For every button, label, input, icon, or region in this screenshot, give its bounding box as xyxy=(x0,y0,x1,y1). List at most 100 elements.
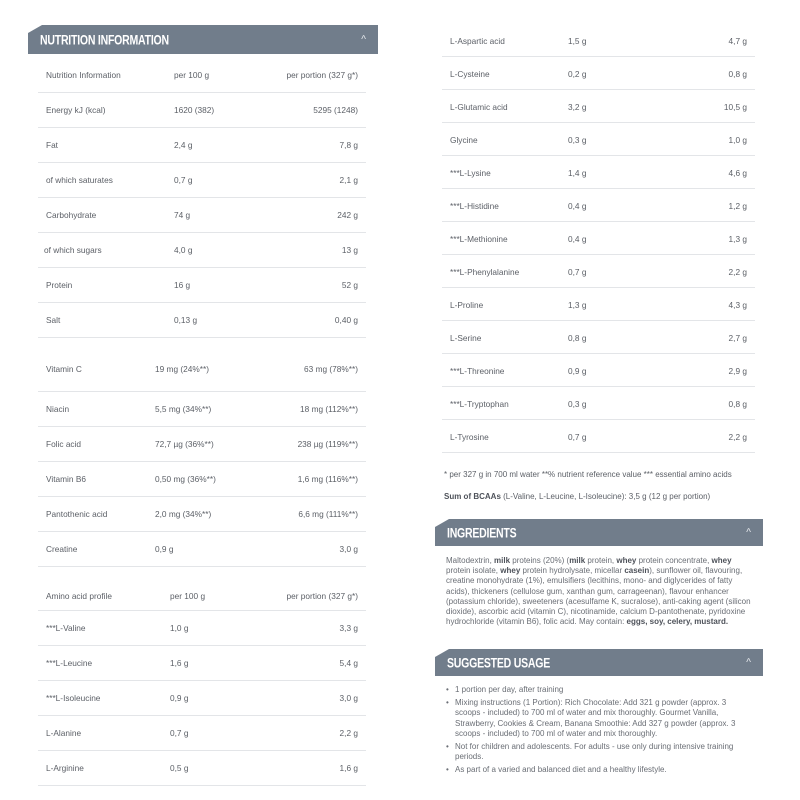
row-label: Protein xyxy=(46,280,73,290)
bcaa-label: Sum of BCAAs xyxy=(444,492,501,501)
usage-list: 1 portion per day, after training Mixing … xyxy=(446,685,752,779)
table-row: L-Glutamic acid 3,2 g 10,5 g xyxy=(442,90,755,123)
per-portion-value: 4,6 g xyxy=(728,168,747,178)
allergen-highlight: milk xyxy=(494,556,511,565)
row-label: ***L-Leucine xyxy=(46,658,93,668)
per-100g-value: 5,5 mg (34%**) xyxy=(155,404,212,414)
per-portion-value: 2,1 g xyxy=(339,175,358,185)
table-row: ***L-Valine 1,0 g 3,3 g xyxy=(38,611,366,646)
per-100g-value: 74 g xyxy=(174,210,191,220)
per-portion-value: 2,7 g xyxy=(728,333,747,343)
per-portion-value: 242 g xyxy=(337,210,358,220)
row-label: L-Alanine xyxy=(46,728,82,738)
ingredients-header[interactable]: INGREDIENTS ^ xyxy=(435,519,763,546)
row-label: Creatine xyxy=(46,544,78,554)
row-label: L-Glutamic acid xyxy=(450,102,508,112)
table-row: ***L-Leucine 1,6 g 5,4 g xyxy=(38,646,366,681)
allergen-highlight: whey xyxy=(500,566,521,576)
row-label: Vitamin B6 xyxy=(46,474,86,484)
row-label: Amino acid profile xyxy=(46,591,112,601)
row-label: L-Proline xyxy=(450,300,484,310)
table-row: Nutrition Information per 100 g per portio… xyxy=(38,58,366,93)
table-row: Energy kJ (kcal) 1620 (382) 5295 (1248) xyxy=(38,93,366,128)
per-100g-value: 0,4 g xyxy=(568,234,587,244)
per-portion-value: 1,0 g xyxy=(728,135,747,145)
per-100g-value: per 100 g xyxy=(174,70,210,80)
footnote: * per 327 g in 700 ml water **% nutrient… xyxy=(444,470,732,479)
per-portion-value: 2,2 g xyxy=(339,728,358,738)
per-100g-value: 1,0 g xyxy=(170,623,189,633)
table-row: ***L-Isoleucine 0,9 g 3,0 g xyxy=(38,681,366,716)
per-portion-value: 5,4 g xyxy=(339,658,358,668)
row-label: ***L-Phenylalanine xyxy=(450,267,520,277)
row-label: Salt xyxy=(46,315,61,325)
row-label: Fat xyxy=(46,140,58,150)
per-portion-value: 7,8 g xyxy=(339,140,358,150)
per-portion-value: 2,9 g xyxy=(728,366,747,376)
row-label: Folic acid xyxy=(46,439,82,449)
ingredients-segment: Maltodextrin, xyxy=(446,556,495,565)
table-row: ***L-Phenylalanine 0,7 g 2,2 g xyxy=(442,255,755,288)
per-100g-value: 1,4 g xyxy=(568,168,587,178)
per-100g-value: 0,13 g xyxy=(174,315,198,325)
per-100g-value: 0,2 g xyxy=(568,69,587,79)
allergen-highlight: whey xyxy=(711,556,732,565)
per-portion-value: 52 g xyxy=(341,280,358,290)
per-100g-value: 1,6 g xyxy=(170,658,189,668)
per-100g-value: 16 g xyxy=(174,280,191,290)
table-row: Folic acid 72,7 µg (36%**) 238 µg (119%**) xyxy=(38,427,366,462)
table-row: of which sugars 4,0 g 13 g xyxy=(38,233,366,268)
row-label: L-Aspartic acid xyxy=(450,36,505,46)
ingredients-segment: protein, xyxy=(585,556,617,565)
ingredients-segment: protein concentrate, xyxy=(636,556,712,565)
nutrition-information-header[interactable]: NUTRITION INFORMATION ^ xyxy=(28,25,378,54)
table-row: ***L-Threonine 0,9 g 2,9 g xyxy=(442,354,755,387)
ingredients-segment: protein hydrolysate, micellar xyxy=(520,566,625,576)
per-100g-value: 4,0 g xyxy=(174,245,193,255)
row-label: Vitamin C xyxy=(46,364,82,374)
per-portion-value: 4,3 g xyxy=(728,300,747,310)
row-label: L-Cysteine xyxy=(450,69,490,79)
chevron-up-icon[interactable]: ^ xyxy=(361,34,366,45)
per-portion-value: 1,6 g xyxy=(339,763,358,773)
table-row: of which saturates 0,7 g 2,1 g xyxy=(38,163,366,198)
table-row: Niacin 5,5 mg (34%**) 18 mg (112%**) xyxy=(38,392,366,427)
table-row: Carbohydrate 74 g 242 g xyxy=(38,198,366,233)
per-100g-value: 0,7 g xyxy=(170,728,189,738)
per-portion-value: 4,7 g xyxy=(728,36,747,46)
row-label: Nutrition Information xyxy=(46,70,121,80)
table-row: Salt 0,13 g 0,40 g xyxy=(38,303,366,338)
table-row: ***L-Tryptophan 0,3 g 0,8 g xyxy=(442,387,755,420)
per-100g-value: 0,50 mg (36%**) xyxy=(155,474,216,484)
per-portion-value: 0,40 g xyxy=(334,315,358,325)
row-label: L-Serine xyxy=(450,333,482,343)
per-portion-value: 13 g xyxy=(341,245,358,255)
row-label: of which saturates xyxy=(46,175,113,185)
ingredients-segment: proteins (20%) ( xyxy=(510,556,570,565)
row-label: ***L-Methionine xyxy=(450,234,508,244)
per-portion-value: 3,3 g xyxy=(339,623,358,633)
table-row: L-Proline 1,3 g 4,3 g xyxy=(442,288,755,321)
allergen-highlight: milk xyxy=(569,556,586,565)
table-row: Vitamin B6 0,50 mg (36%**) 1,6 mg (116%**) xyxy=(38,462,366,497)
row-label: Energy kJ (kcal) xyxy=(46,105,106,115)
suggested-usage-header[interactable]: SUGGESTED USAGE ^ xyxy=(435,649,763,676)
row-label: Pantothenic acid xyxy=(46,509,108,519)
per-100g-value: 1,3 g xyxy=(568,300,587,310)
section-title: NUTRITION INFORMATION xyxy=(40,32,169,47)
row-label: of which sugars xyxy=(44,245,102,255)
per-portion-value: 5295 (1248) xyxy=(313,105,358,115)
per-100g-value: 3,2 g xyxy=(568,102,587,112)
per-100g-value: 2,4 g xyxy=(174,140,193,150)
chevron-up-icon[interactable]: ^ xyxy=(746,527,751,538)
table-row: L-Alanine 0,7 g 2,2 g xyxy=(38,716,366,751)
row-label: ***L-Histidine xyxy=(450,201,499,211)
per-portion-value: 6,6 mg (111%**) xyxy=(298,509,358,519)
ingredients-text: Maltodextrin, milk proteins (20%) (milk … xyxy=(446,556,756,627)
chevron-up-icon[interactable]: ^ xyxy=(746,657,751,668)
per-100g-value: 0,3 g xyxy=(568,135,587,145)
per-100g-value: 0,7 g xyxy=(568,432,587,442)
table-row: ***L-Methionine 0,4 g 1,3 g xyxy=(442,222,755,255)
allergen-highlight: eggs, soy, celery, mustard. xyxy=(626,617,729,627)
per-portion-value: 2,2 g xyxy=(728,432,747,442)
